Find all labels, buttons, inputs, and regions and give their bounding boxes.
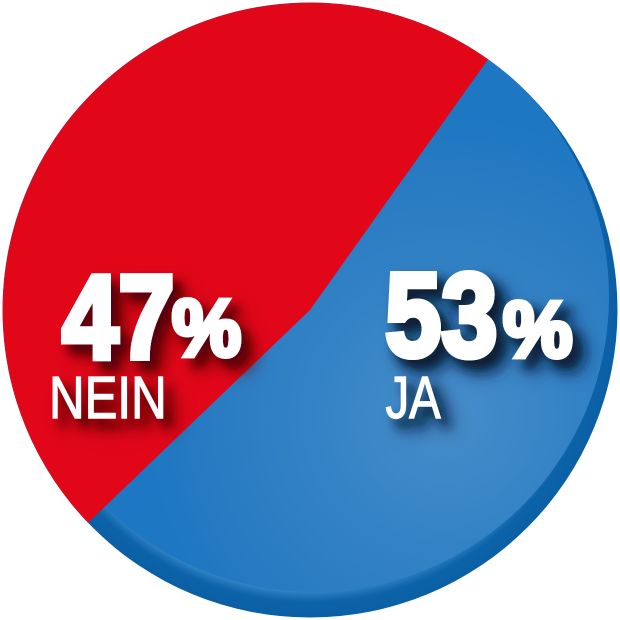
svg-text:%: % bbox=[503, 284, 572, 374]
svg-text:JA: JA bbox=[386, 366, 441, 431]
svg-text:%: % bbox=[172, 283, 241, 374]
svg-text:NEIN: NEIN bbox=[49, 365, 167, 431]
svg-text:47: 47 bbox=[62, 251, 174, 384]
svg-text:53: 53 bbox=[385, 249, 497, 382]
